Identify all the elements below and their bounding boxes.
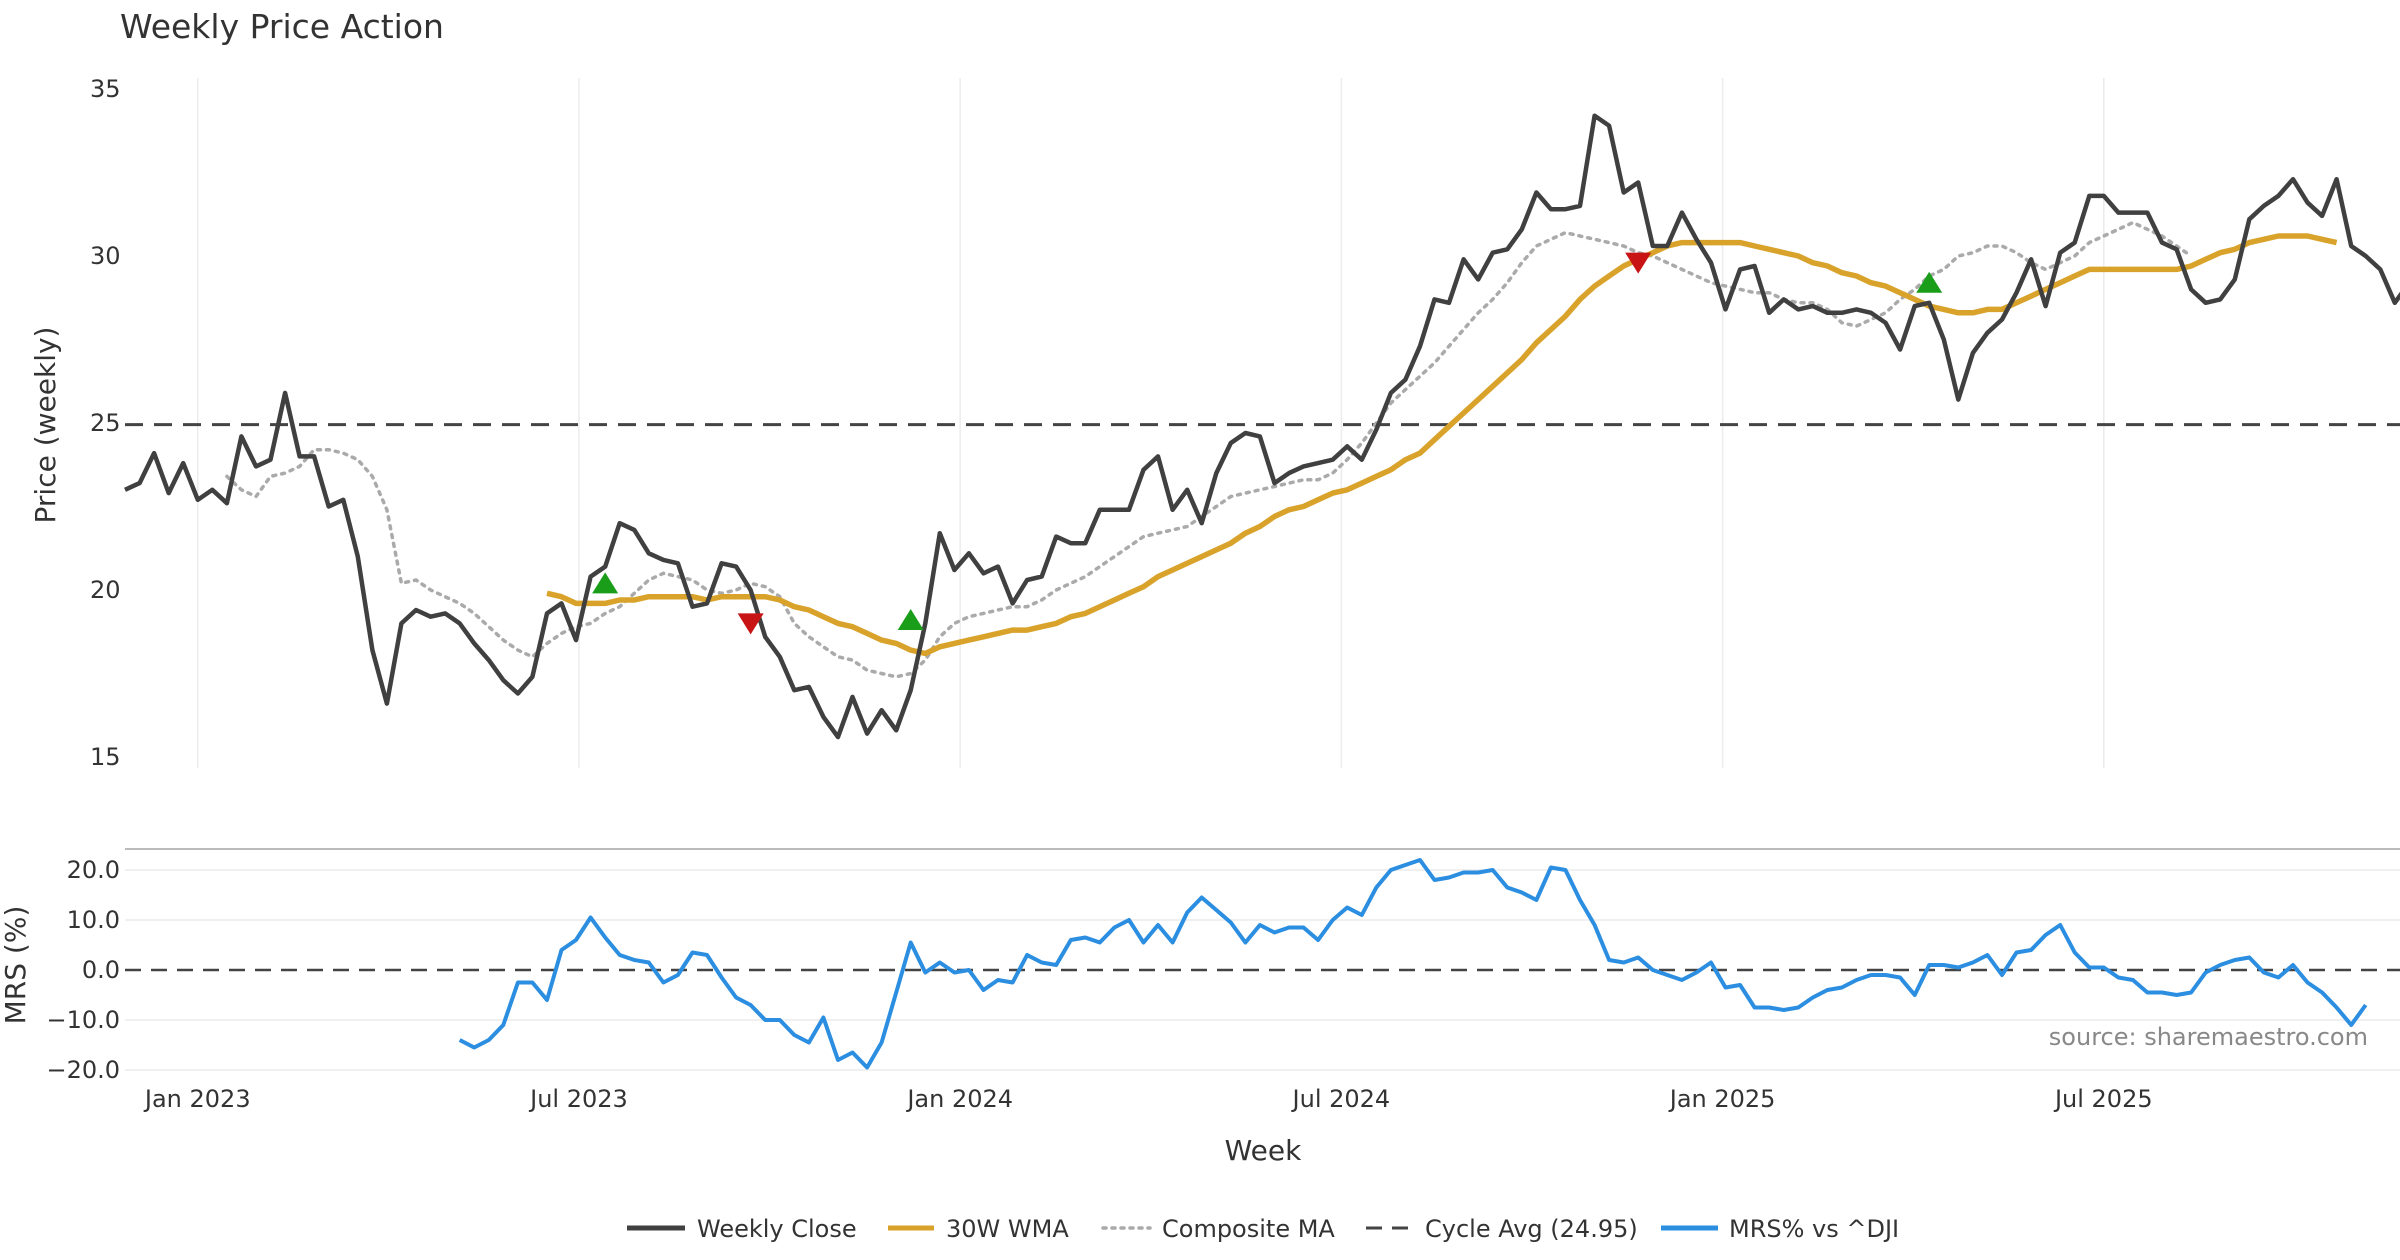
sell-signal-marker <box>1625 252 1652 274</box>
legend-label-mrs: MRS% vs ^DJI <box>1729 1215 1899 1243</box>
x-tick-label: Jul 2025 <box>2053 1085 2153 1113</box>
mrs-tick-label: −20.0 <box>46 1056 120 1084</box>
x-tick-label: Jan 2023 <box>143 1085 251 1113</box>
legend: Weekly Close 30W WMA Composite MA Cycle … <box>627 1215 1899 1243</box>
legend-item-wma[interactable]: 30W WMA <box>888 1215 1069 1243</box>
mrs-tick-label: 10.0 <box>67 906 120 934</box>
price-series <box>124 113 2400 740</box>
legend-item-cycle[interactable]: Cycle Avg (24.95) <box>1366 1215 1638 1243</box>
y-tick-label: 25 <box>90 409 121 437</box>
x-tick-label: Jul 2023 <box>528 1085 628 1113</box>
mrs-tick-label: 20.0 <box>67 856 120 884</box>
trade-signals <box>592 252 1943 635</box>
mrs-tick-label: 0.0 <box>82 956 120 984</box>
buy-signal-marker <box>592 572 619 594</box>
mrs-line <box>458 858 2368 1070</box>
chart-title: Weekly Price Action <box>120 7 444 46</box>
mrs-tick-label: −10.0 <box>46 1006 120 1034</box>
y-tick-label: 30 <box>90 242 121 270</box>
legend-label-cycle: Cycle Avg (24.95) <box>1425 1215 1638 1243</box>
sell-signal-marker <box>737 613 764 635</box>
lower-y-ticks: 20.0 10.0 0.0 −10.0 −20.0 <box>46 856 120 1084</box>
y-tick-label: 20 <box>90 576 121 604</box>
x-tick-label: Jan 2025 <box>1668 1085 1776 1113</box>
lower-gridlines <box>125 869 2400 1071</box>
mrs-series <box>458 858 2368 1070</box>
composite-ma-line <box>225 220 2193 679</box>
x-tick-label: Jul 2024 <box>1291 1085 1391 1113</box>
source-credit: source: sharemaestro.com <box>2049 1023 2368 1051</box>
upper-gridlines <box>197 78 2105 768</box>
buy-signal-marker <box>897 609 924 631</box>
wma-30w-line <box>546 233 2338 657</box>
upper-y-ticks: 15 20 25 30 35 <box>90 75 121 771</box>
buy-signal-marker <box>1916 271 1943 293</box>
y-axis-title: Price (weekly) <box>29 327 62 524</box>
legend-item-close[interactable]: Weekly Close <box>627 1215 857 1243</box>
weekly-close-line <box>124 113 2400 740</box>
legend-label-close: Weekly Close <box>697 1215 857 1243</box>
x-tick-label: Jan 2024 <box>905 1085 1013 1113</box>
y-tick-label: 15 <box>90 743 121 771</box>
x-axis-title: Week <box>1225 1134 1302 1167</box>
x-ticks: Jan 2023 Jul 2023 Jan 2024 Jul 2024 Jan 2025… <box>143 1085 2153 1113</box>
y-tick-label: 35 <box>90 75 121 103</box>
mrs-axis-title: MRS (%) <box>0 906 32 1025</box>
legend-label-wma: 30W WMA <box>946 1215 1069 1243</box>
legend-label-composite: Composite MA <box>1162 1215 1335 1243</box>
legend-item-composite[interactable]: Composite MA <box>1101 1215 1335 1243</box>
legend-item-mrs[interactable]: MRS% vs ^DJI <box>1661 1215 1899 1243</box>
